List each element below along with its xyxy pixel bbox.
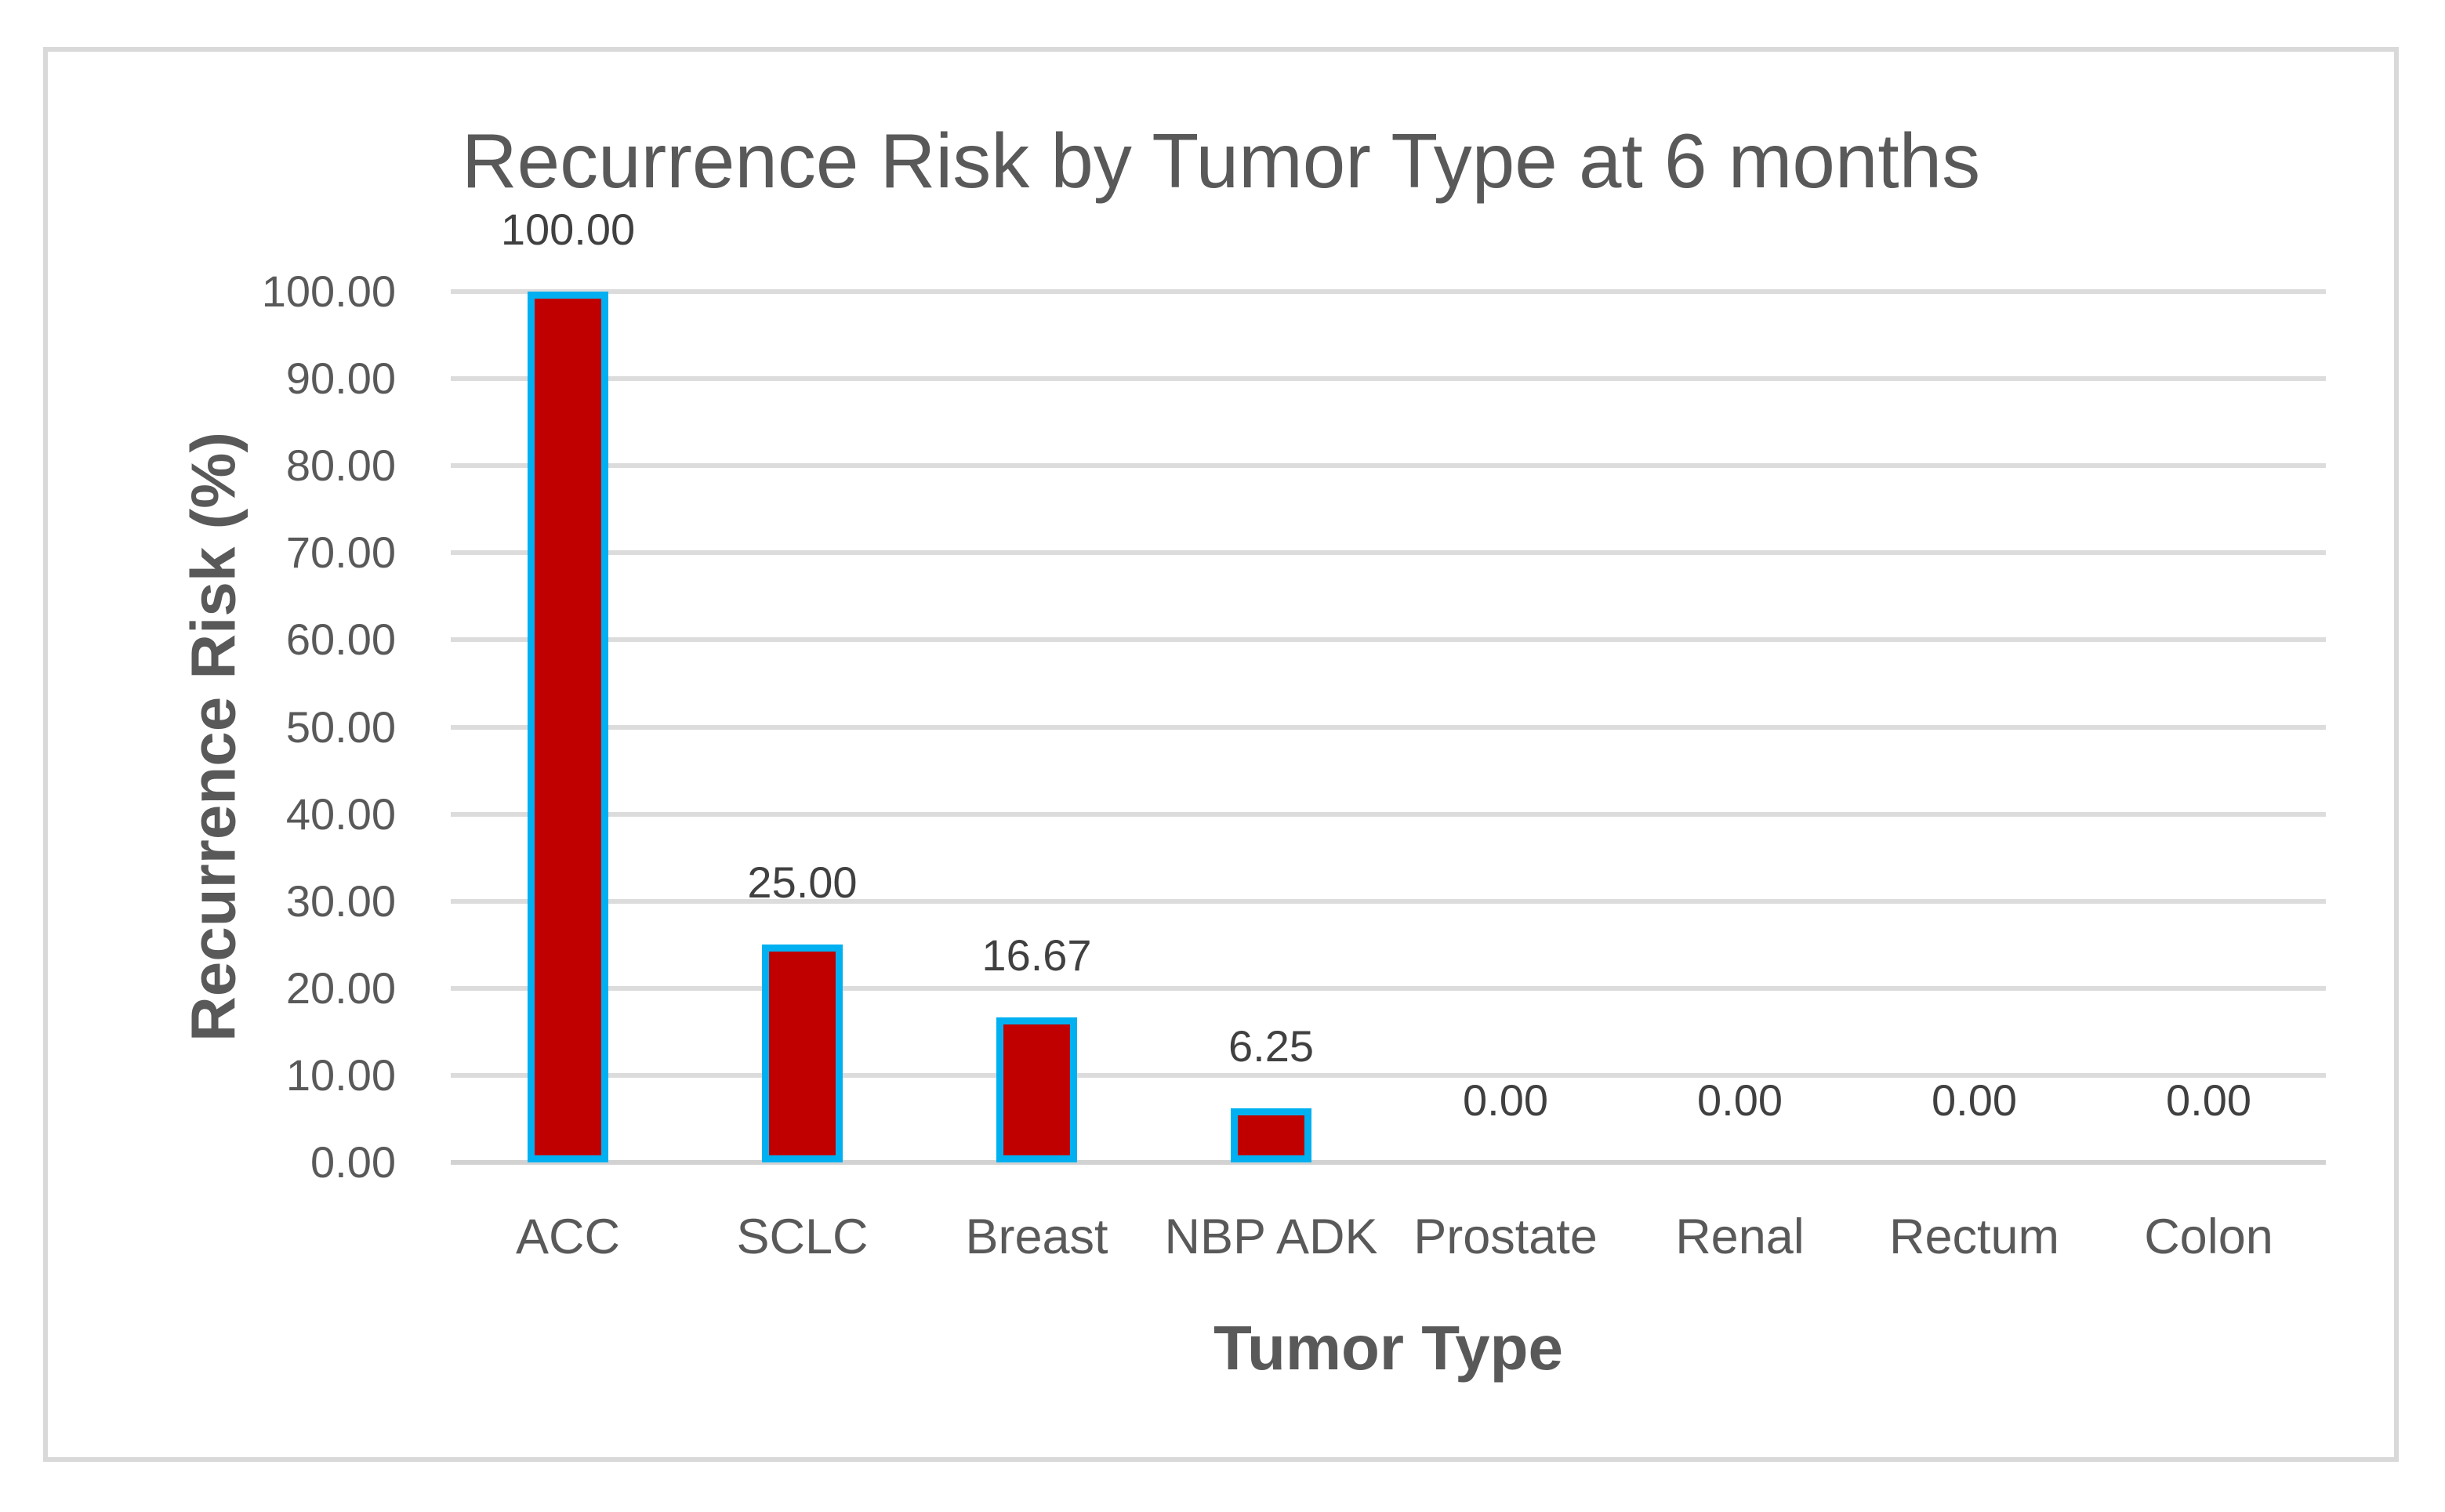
x-category-label: ACC bbox=[515, 1209, 620, 1264]
gridline bbox=[451, 637, 2326, 643]
gridline bbox=[451, 550, 2326, 556]
x-axis-title: Tumor Type bbox=[1213, 1313, 1563, 1383]
gridline bbox=[451, 985, 2326, 991]
y-tick-label: 70.00 bbox=[285, 528, 396, 578]
x-category-label: NBP ADK bbox=[1164, 1209, 1378, 1264]
bar-acc bbox=[528, 292, 608, 1162]
gridline bbox=[451, 811, 2326, 817]
data-label: 0.00 bbox=[1697, 1075, 1783, 1125]
y-tick-label: 80.00 bbox=[285, 441, 396, 491]
data-label: 16.67 bbox=[981, 930, 1092, 980]
gridline bbox=[451, 376, 2326, 382]
chart-title: Recurrence Risk by Tumor Type at 6 month… bbox=[461, 118, 1981, 204]
y-tick-label: 0.00 bbox=[310, 1137, 396, 1187]
y-tick-label: 60.00 bbox=[285, 615, 396, 665]
data-label: 0.00 bbox=[1932, 1075, 2017, 1125]
gridline bbox=[451, 898, 2326, 904]
data-label: 0.00 bbox=[1463, 1075, 1548, 1125]
gridline bbox=[451, 724, 2326, 730]
y-tick-label: 100.00 bbox=[261, 267, 396, 316]
data-label: 0.00 bbox=[2166, 1075, 2251, 1125]
x-category-label: SCLC bbox=[736, 1209, 869, 1264]
x-category-label: Rectum bbox=[1888, 1209, 2060, 1264]
y-tick-label: 10.00 bbox=[285, 1050, 396, 1100]
gridline bbox=[451, 463, 2326, 469]
x-category-label: Prostate bbox=[1413, 1209, 1598, 1264]
y-tick-label: 50.00 bbox=[285, 702, 396, 752]
x-category-label: Colon bbox=[2144, 1209, 2273, 1264]
y-tick-label: 90.00 bbox=[285, 354, 396, 404]
bar-nbp-adk bbox=[1231, 1108, 1311, 1162]
gridline bbox=[451, 1072, 2326, 1078]
y-tick-label: 20.00 bbox=[285, 963, 396, 1013]
x-axis-line bbox=[451, 1160, 2326, 1165]
bar-sclc bbox=[762, 945, 843, 1162]
data-label: 100.00 bbox=[500, 205, 636, 254]
data-label: 25.00 bbox=[747, 858, 858, 908]
gridline bbox=[451, 289, 2326, 294]
y-tick-label: 30.00 bbox=[285, 876, 396, 926]
chart-frame bbox=[43, 47, 2399, 1462]
data-label: 6.25 bbox=[1228, 1021, 1314, 1071]
x-category-label: Breast bbox=[965, 1209, 1108, 1264]
bar-breast bbox=[996, 1017, 1077, 1162]
y-tick-label: 40.00 bbox=[285, 789, 396, 839]
x-category-label: Renal bbox=[1675, 1209, 1805, 1264]
